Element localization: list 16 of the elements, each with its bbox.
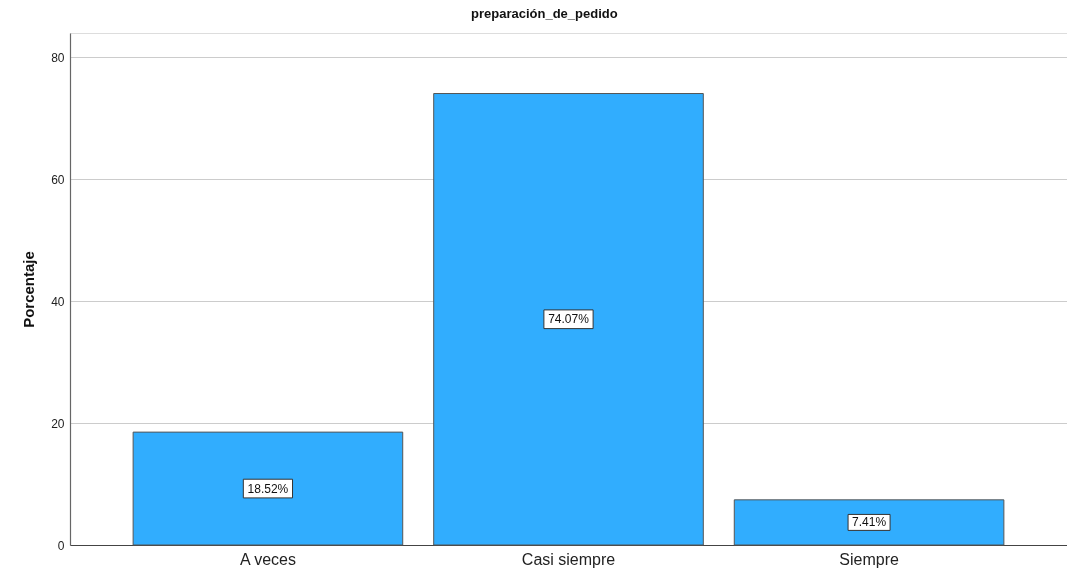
y-tick-label: 0 <box>57 538 65 553</box>
y-tick-label: 20 <box>51 416 65 431</box>
bar <box>132 431 404 546</box>
x-tick-label: Casi siempre <box>521 550 616 568</box>
y-axis-title: Porcentaje <box>20 251 38 328</box>
bar <box>733 499 1005 546</box>
chart-title: preparación_de_pedido <box>471 6 618 21</box>
y-tick-label: 60 <box>51 172 65 187</box>
x-tick-label: Siempre <box>839 550 899 568</box>
data-label: 74.07% <box>548 312 590 327</box>
data-label: 18.52% <box>247 481 289 496</box>
x-tick-label: A veces <box>239 550 296 568</box>
bar <box>433 93 704 546</box>
data-label: 7.41% <box>852 515 887 530</box>
y-tick-label: 40 <box>51 294 65 309</box>
y-tick-label: 80 <box>51 50 65 65</box>
